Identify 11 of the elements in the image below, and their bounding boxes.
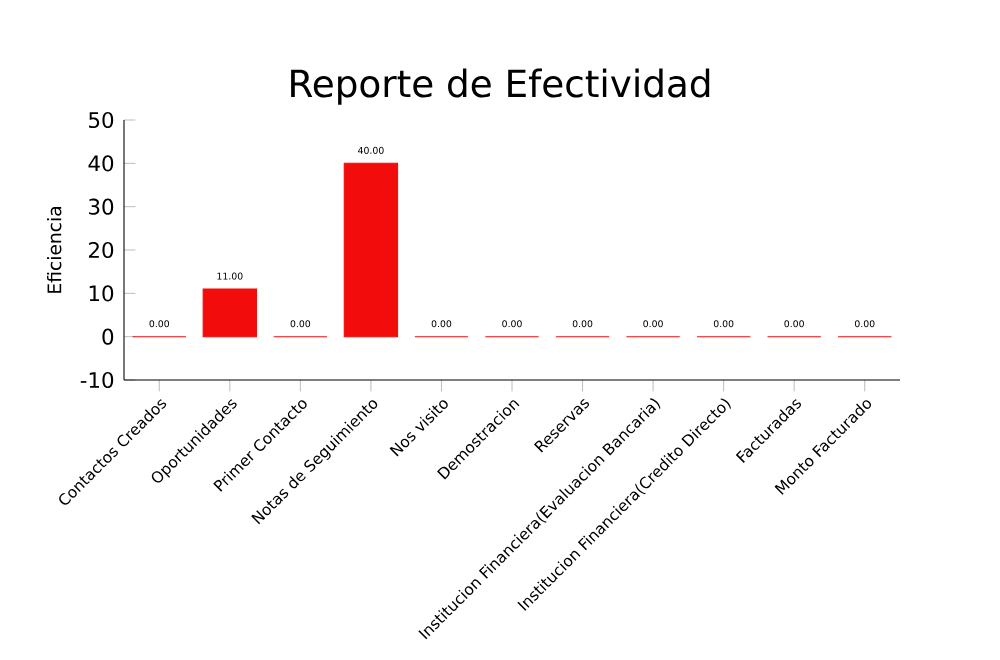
y-axis-title: Eficiencia	[46, 207, 62, 293]
y-tick-label: 40	[88, 155, 114, 172]
y-tick-label: 10	[89, 285, 114, 302]
bar	[202, 288, 258, 338]
y-tick-label: -10	[80, 371, 114, 389]
y-tick-label: 50	[89, 111, 114, 129]
y-tick-label: 0	[102, 328, 114, 345]
y-tick-label: 20	[88, 241, 114, 259]
bar	[343, 162, 399, 338]
y-tick-label: 30	[89, 198, 114, 215]
chart-title: Reporte de Efectividad	[291, 68, 710, 105]
